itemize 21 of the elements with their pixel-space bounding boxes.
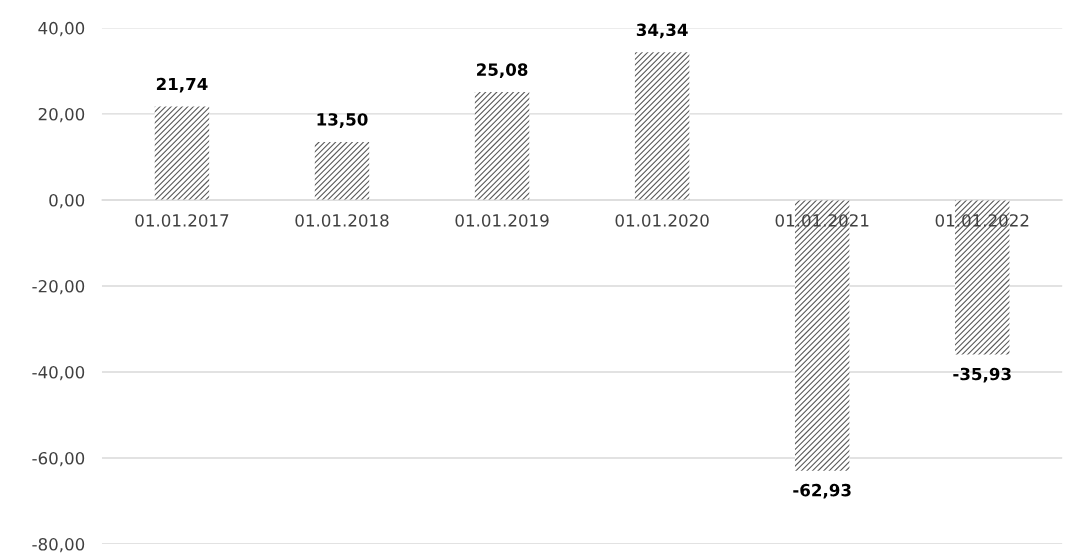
- y-tick-label: -40,00: [32, 365, 85, 381]
- x-tick-label: 01.01.2017: [135, 214, 229, 227]
- y-tick-label: 0,00: [49, 193, 85, 209]
- y-tick-label: -60,00: [32, 451, 85, 467]
- y-tick-label: 20,00: [38, 107, 85, 123]
- data-label: 21,74: [156, 77, 208, 93]
- bar: [314, 141, 370, 200]
- x-tick-label: 01.01.2018: [295, 214, 389, 227]
- y-tick-label: -20,00: [32, 279, 85, 295]
- y-tick-label: 40,00: [38, 21, 85, 37]
- x-tick-label: 01.01.2019: [455, 214, 549, 227]
- data-label: 34,34: [636, 23, 688, 39]
- data-label: 25,08: [477, 63, 528, 79]
- data-label: -62,93: [793, 483, 851, 499]
- bar: [474, 92, 530, 200]
- data-label: -35,93: [953, 367, 1011, 383]
- data-label: 13,50: [317, 113, 368, 128]
- x-tick-label: 01.01.2020: [615, 214, 709, 227]
- bar: [154, 106, 210, 200]
- bar: [634, 52, 690, 200]
- y-tick-label: -80,00: [32, 538, 85, 553]
